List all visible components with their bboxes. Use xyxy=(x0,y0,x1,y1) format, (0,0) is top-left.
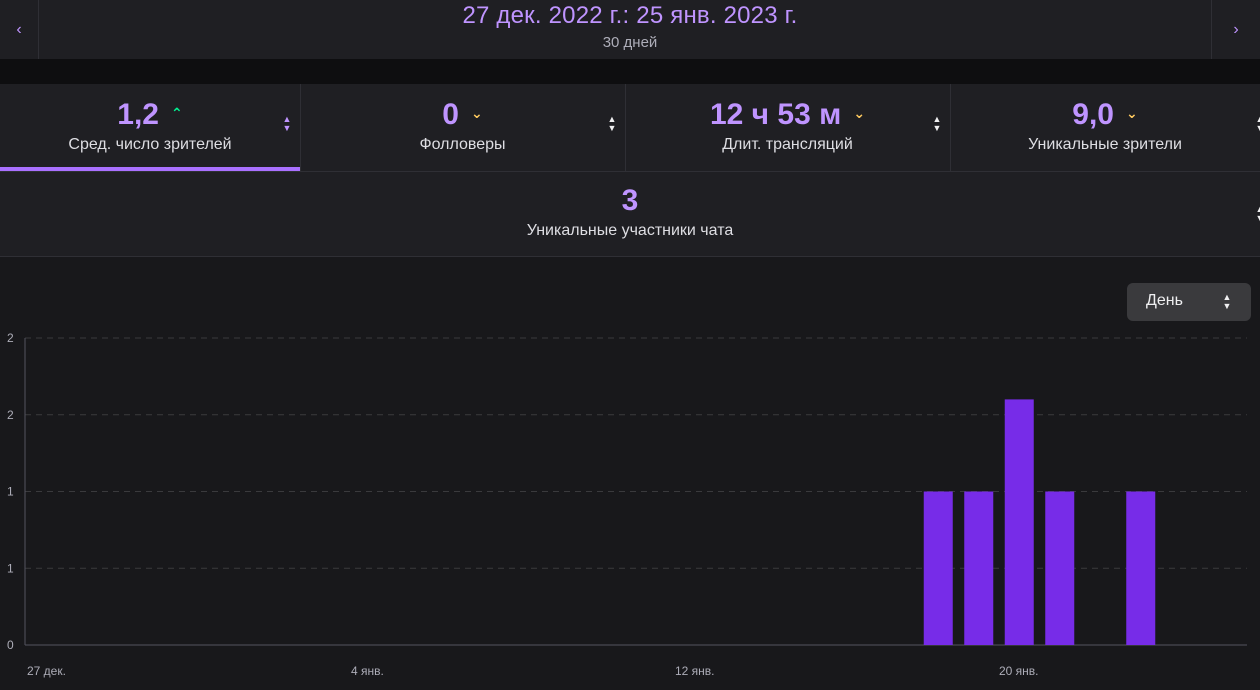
bar-18 янв.[interactable] xyxy=(923,491,953,646)
date-range-days: 30 дней xyxy=(602,34,658,51)
y-tick-label: 0 xyxy=(7,638,14,652)
metric-tab-unique-viewers[interactable]: 9,0 ⌄ Уникальные зрители ▲ ▼ xyxy=(950,84,1260,171)
metric-tab-stream-duration[interactable]: 12 ч 53 м ⌄ Длит. трансляций ▲ ▼ xyxy=(625,84,951,171)
sort-icon[interactable]: ▲ ▼ xyxy=(607,114,617,133)
metric-value: 9,0 xyxy=(1072,98,1114,131)
metric-label: Сред. число зрителей xyxy=(68,136,232,153)
x-tick-label: 12 янв. xyxy=(675,664,715,678)
x-tick-label: 27 дек. xyxy=(27,664,66,678)
sort-icon[interactable]: ▲ ▼ xyxy=(932,114,942,133)
y-tick-label: 1 xyxy=(7,485,14,499)
trend-down-icon: ⌄ xyxy=(470,105,483,121)
y-tick-label: 1 xyxy=(7,561,14,575)
x-tick-label: 20 янв. xyxy=(999,664,1039,678)
metric-label: Длит. трансляций xyxy=(722,136,853,153)
y-tick-label: 2 xyxy=(7,331,14,345)
bar-19 янв.[interactable] xyxy=(964,491,994,646)
metric-tabs: 1,2 ⌃ Сред. число зрителей ▲ ▼ 0 ⌄ Фолловер… xyxy=(0,84,1260,172)
chevron-left-icon: ‹ xyxy=(16,20,22,38)
date-range-title: 27 дек. 2022 г.: 25 янв. 2023 г. xyxy=(462,2,798,29)
metric-value: 3 xyxy=(621,184,639,217)
date-range-header: ‹ 27 дек. 2022 г.: 25 янв. 2023 г. 30 дн… xyxy=(0,0,1260,60)
chart-panel: 0 1 1 2 2 27 дек. 4 янв. 12 янв. 20 янв. День ▲… xyxy=(0,257,1260,690)
sort-icon[interactable]: ▲ ▼ xyxy=(1255,204,1260,223)
trend-down-icon: ⌄ xyxy=(853,105,866,121)
next-period-button[interactable]: › xyxy=(1211,0,1260,59)
trend-down-icon: ⌄ xyxy=(1125,105,1138,121)
x-tick-label: 4 янв. xyxy=(351,664,384,678)
metric-tab-avg-viewers[interactable]: 1,2 ⌃ Сред. число зрителей ▲ ▼ xyxy=(0,84,301,171)
bar-21 янв.[interactable] xyxy=(1045,491,1075,646)
bar-23 янв.[interactable] xyxy=(1126,491,1156,646)
separator-band xyxy=(0,60,1260,84)
period-select-value: День xyxy=(1146,292,1183,309)
metric-value: 0 xyxy=(442,98,459,131)
previous-period-button[interactable]: ‹ xyxy=(0,0,39,59)
metric-tab-followers[interactable]: 0 ⌄ Фолловеры ▲ ▼ xyxy=(300,84,626,171)
trend-up-icon: ⌃ xyxy=(170,105,183,121)
metric-label: Фолловеры xyxy=(419,136,506,153)
sort-icon: ▲ ▼ xyxy=(1222,292,1232,311)
sort-icon[interactable]: ▲ ▼ xyxy=(1255,114,1260,133)
metric-tab-unique-chatters[interactable]: 3 Уникальные участники чата ▲ ▼ xyxy=(0,172,1260,257)
metric-value: 12 ч 53 м xyxy=(709,98,842,131)
bar-chart: 0 1 1 2 2 27 дек. 4 янв. 12 янв. 20 янв. xyxy=(7,331,1247,678)
metric-value: 1,2 xyxy=(117,98,159,131)
bar-20 янв.[interactable] xyxy=(1004,399,1034,645)
chevron-right-icon: › xyxy=(1233,20,1239,38)
sort-icon[interactable]: ▲ ▼ xyxy=(282,114,292,133)
metric-label: Уникальные зрители xyxy=(1028,136,1182,153)
period-select[interactable]: День ▲ ▼ xyxy=(1127,283,1251,321)
y-tick-label: 2 xyxy=(7,408,14,422)
metric-label: Уникальные участники чата xyxy=(526,222,734,239)
